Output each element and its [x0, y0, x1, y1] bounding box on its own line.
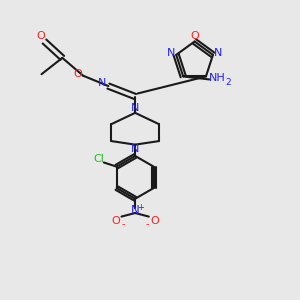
- Text: O: O: [150, 216, 159, 226]
- Text: N: N: [98, 77, 106, 88]
- Text: O: O: [111, 216, 120, 226]
- Text: O: O: [74, 69, 82, 79]
- Text: Cl: Cl: [93, 154, 104, 164]
- Text: +: +: [137, 202, 144, 211]
- Text: N: N: [214, 48, 223, 59]
- Text: N: N: [131, 103, 139, 113]
- Text: NH: NH: [209, 73, 226, 83]
- Text: N: N: [167, 48, 175, 59]
- Text: O: O: [37, 31, 45, 40]
- Text: O: O: [190, 31, 199, 40]
- Text: -: -: [145, 219, 149, 229]
- Text: N: N: [131, 204, 140, 217]
- Text: -: -: [122, 219, 125, 229]
- Text: N: N: [131, 144, 139, 154]
- Text: 2: 2: [226, 78, 231, 87]
